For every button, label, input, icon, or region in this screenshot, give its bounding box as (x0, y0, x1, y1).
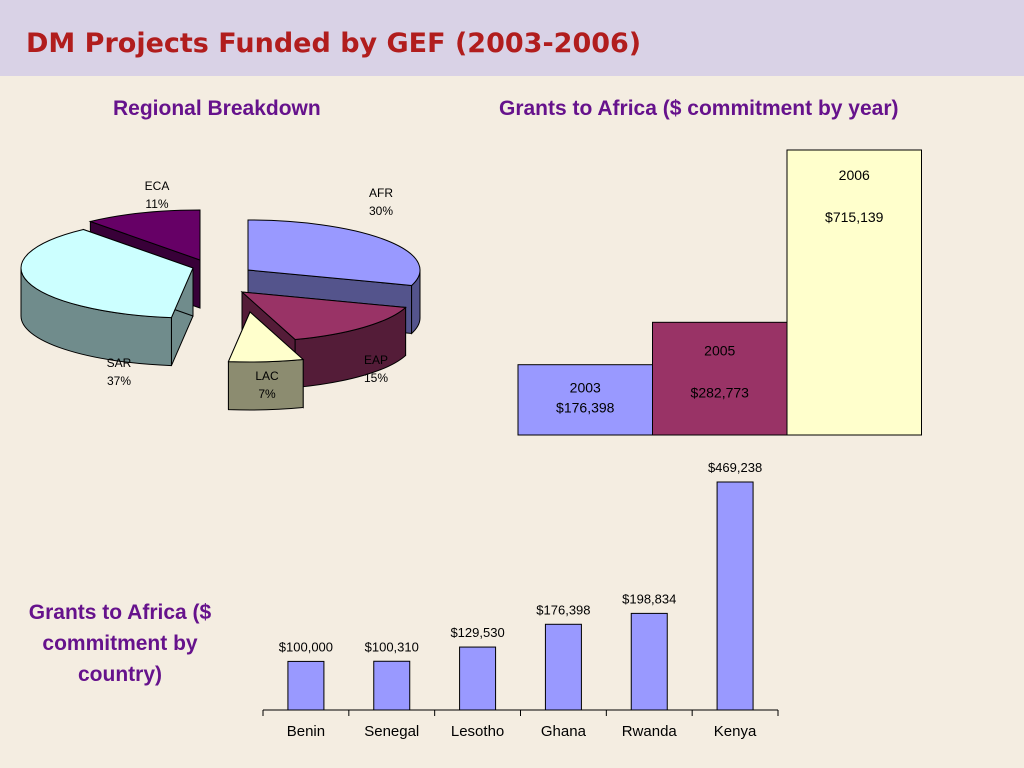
pie-slice-eca (88, 209, 201, 261)
year-value-2003: $176,398 (556, 400, 615, 416)
country-tick-label-ghana: Ghana (541, 723, 587, 740)
pie-slice-lac (227, 311, 305, 363)
country-bar-ghana (544, 623, 582, 711)
year-label-2003: 2003 (570, 380, 601, 396)
country-bar-rwanda (630, 612, 668, 711)
year-label-2005: 2005 (704, 342, 735, 358)
year-value-2005: $282,773 (691, 384, 750, 400)
pie-label-sar: SAR (107, 356, 132, 370)
pie-chart-heading: Regional Breakdown (113, 97, 321, 120)
country-value-benin: $100,000 (279, 639, 333, 654)
pie-value-eap: 15% (364, 371, 388, 385)
pie-value-afr: 30% (369, 204, 393, 218)
year-chart-heading: Grants to Africa ($ commitment by year) (499, 97, 899, 120)
pie-value-sar: 37% (107, 374, 131, 388)
country-chart-heading: Grants to Africa ($ commitment by countr… (28, 601, 212, 686)
year-bar-2003 (517, 364, 653, 436)
year-bar-2005 (652, 321, 788, 436)
country-tick-label-rwanda: Rwanda (622, 723, 678, 740)
country-value-ghana: $176,398 (536, 602, 590, 617)
country-value-lesotho: $129,530 (450, 625, 504, 640)
slide-title: DM Projects Funded by GEF (2003-2006) (26, 28, 642, 59)
title-bar (0, 0, 1024, 76)
year-value-2006: $715,139 (825, 209, 884, 225)
country-value-kenya: $469,238 (708, 460, 762, 475)
pie-slice-eap (240, 291, 407, 341)
country-tick-label-lesotho: Lesotho (451, 723, 504, 740)
country-bar-benin (287, 660, 325, 711)
country-tick-label-senegal: Senegal (364, 723, 419, 740)
country-tick-label-benin: Benin (287, 723, 325, 740)
pie-slice-sar (20, 228, 194, 319)
pie-label-eca: ECA (145, 179, 170, 193)
year-label-2006: 2006 (839, 167, 870, 183)
country-bar-lesotho (459, 646, 497, 711)
pie-value-eca: 11% (145, 197, 168, 211)
country-value-senegal: $100,310 (365, 639, 419, 654)
country-value-rwanda: $198,834 (622, 591, 676, 606)
country-bar-senegal (373, 660, 411, 711)
pie-label-lac: LAC (255, 369, 279, 383)
country-tick-label-kenya: Kenya (714, 723, 757, 740)
pie-label-eap: EAP (364, 353, 388, 367)
country-bar-kenya (716, 481, 754, 711)
year-bar-2006 (786, 149, 922, 436)
pie-value-lac: 7% (258, 387, 276, 401)
pie-label-afr: AFR (369, 186, 393, 200)
pie-slice-afr (247, 219, 421, 286)
